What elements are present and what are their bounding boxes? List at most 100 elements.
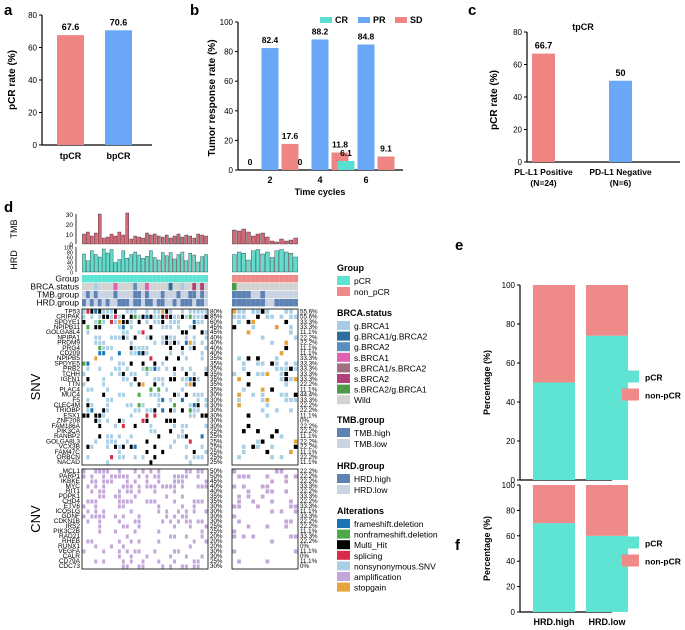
- d-snv-cell: [133, 351, 137, 356]
- b-y-label: Tumor response rate (%): [207, 39, 218, 156]
- d-cnv-gene: RHEB: [62, 538, 80, 545]
- a-y-tick-label: 60: [28, 44, 37, 53]
- d-track-cell: [117, 291, 122, 299]
- d-track-cell: [164, 283, 169, 291]
- d-cnv-cell: [251, 499, 256, 504]
- d-track-cell: [232, 299, 237, 307]
- d-tmb-bar: [160, 236, 165, 245]
- d-snv-cell: [192, 392, 196, 397]
- d-cnv-cell: [161, 564, 165, 569]
- d-cnv-cell: [86, 484, 90, 489]
- d-cnv-cell: [177, 509, 180, 514]
- d-cnv-cell: [165, 484, 169, 489]
- d-snv-cell: [256, 314, 260, 319]
- d-snv-cell: [180, 330, 184, 335]
- d-track-cell: [105, 275, 110, 283]
- d-tmb-bar: [251, 235, 256, 245]
- d-snv-gene: ORBCN: [57, 454, 81, 461]
- d-snv-cell: [165, 340, 169, 345]
- d-snv-cell: [161, 335, 165, 340]
- d-track-cell: [93, 291, 98, 299]
- d-snv-cell: [106, 314, 110, 319]
- d-snv-cell: [86, 403, 90, 408]
- d-cnv-cell: [177, 474, 180, 479]
- d-track-cell: [125, 291, 130, 299]
- d-snv-cell: [237, 403, 241, 408]
- d-cnv-gene: CHD4: [62, 498, 80, 505]
- d-cnv-cell: [117, 539, 121, 544]
- d-cnv-gene: GDNF: [62, 513, 80, 520]
- d-snv-cell: [200, 434, 204, 439]
- d-track-cell: [176, 275, 181, 283]
- d-snv-cell: [200, 319, 204, 325]
- d-cnv-cell: [129, 509, 133, 514]
- d-snv-cell: [117, 319, 121, 325]
- d-hrd-bar: [86, 260, 90, 273]
- a-bar-value: 70.6: [110, 17, 128, 27]
- d-snv-cell: [274, 429, 279, 434]
- d-cnv-cell: [102, 469, 106, 474]
- d-track-cell: [168, 291, 173, 299]
- b-bar-value: 0: [248, 157, 253, 167]
- d-snv-cell: [241, 309, 246, 314]
- d-snv-cell: [204, 335, 208, 340]
- d-track-cell: [121, 291, 126, 299]
- d-track-cell: [137, 291, 142, 299]
- d-tmb-bar: [192, 237, 196, 245]
- d-cnv-cell: [94, 504, 98, 509]
- d-snv-cell: [125, 319, 129, 325]
- d-cnv-cell: [265, 484, 270, 489]
- d-snv-cell: [184, 392, 188, 397]
- d-snv-cell: [173, 423, 176, 429]
- d-cnv-cell: [149, 499, 153, 504]
- d-snv-cell: [173, 403, 176, 408]
- c-x-tick-label: PL-L1 Positive: [514, 167, 573, 177]
- d-snv-cell: [284, 361, 289, 366]
- e-y-tick-label: 80: [506, 320, 515, 329]
- d-track-cell: [184, 275, 189, 283]
- d-cnv-cell: [98, 494, 102, 499]
- d-cnv-cell: [82, 504, 86, 509]
- d-snv-cell: [237, 377, 241, 382]
- d-snv-cell: [129, 444, 133, 449]
- d-cnv-cell: [133, 469, 137, 474]
- d-cnv-cell: [260, 484, 265, 489]
- d-cnv-cell: [106, 479, 110, 484]
- d-snv-cell: [106, 345, 110, 351]
- d-cnv-cell: [141, 559, 145, 564]
- d-snv-cell: [196, 455, 200, 460]
- c-bar-0: [532, 53, 555, 162]
- d-cnv-cell: [145, 474, 149, 479]
- d-cnv-cell: [133, 549, 137, 554]
- d-tmb-bar: [176, 233, 181, 245]
- d-legend-swatch: [337, 529, 350, 539]
- d-snv-gene: RANBP2: [54, 433, 80, 440]
- d-hrd-bar: [105, 252, 110, 273]
- d-cnv-cell: [86, 539, 90, 544]
- d-snv-cell: [265, 403, 270, 408]
- d-cnv-cell: [121, 514, 125, 519]
- d-snv-cell: [265, 371, 270, 377]
- d-track-cell: [82, 291, 86, 299]
- c-x-tick-label: PD-L1 Negative: [589, 167, 652, 177]
- d-cnv-cell: [237, 494, 241, 499]
- d-snv-cell: [90, 444, 94, 449]
- c-title: tpCR: [572, 22, 594, 32]
- d-snv-cell: [114, 309, 117, 314]
- d-snv-cell: [94, 325, 98, 330]
- d-snv-cell: [188, 382, 192, 387]
- d-snv-cell: [265, 309, 270, 314]
- d-snv-cell: [141, 418, 145, 423]
- a-bar-bpCR: [105, 30, 132, 145]
- d-legend-swatch: [337, 363, 350, 373]
- d-track-cell: [176, 283, 181, 291]
- d-legend-swatch: [337, 428, 350, 437]
- d-track-cell: [288, 299, 294, 307]
- d-snv-cell: [94, 439, 98, 444]
- d-snv-cell: [110, 434, 113, 439]
- d-snv-cell: [157, 319, 161, 325]
- d-track-cell: [145, 291, 149, 299]
- d-cnv-cell: [192, 559, 196, 564]
- d-cnv-cell: [284, 489, 289, 494]
